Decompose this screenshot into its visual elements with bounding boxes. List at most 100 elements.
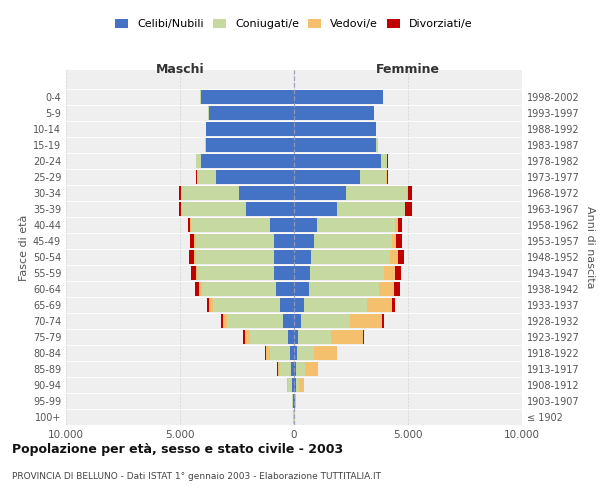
Legend: Celibi/Nubili, Coniugati/e, Vedovi/e, Divorziati/e: Celibi/Nubili, Coniugati/e, Vedovi/e, Di… bbox=[112, 15, 476, 32]
Bar bbox=[200, 90, 294, 104]
Bar bbox=[294, 154, 380, 168]
Bar bbox=[294, 202, 337, 216]
Bar bbox=[206, 122, 294, 136]
Bar bbox=[205, 138, 206, 152]
Bar bbox=[194, 234, 196, 248]
Bar bbox=[198, 266, 274, 280]
Bar bbox=[296, 378, 299, 392]
Bar bbox=[280, 362, 291, 376]
Bar bbox=[304, 298, 367, 312]
Bar bbox=[314, 346, 337, 360]
Bar bbox=[408, 186, 412, 200]
Bar bbox=[294, 138, 376, 152]
Text: Popolazione per età, sesso e stato civile - 2003: Popolazione per età, sesso e stato civil… bbox=[12, 442, 343, 456]
Bar bbox=[276, 282, 294, 296]
Bar bbox=[404, 202, 406, 216]
Bar bbox=[207, 298, 209, 312]
Bar bbox=[188, 218, 190, 232]
Bar bbox=[292, 394, 293, 408]
Text: Femmine: Femmine bbox=[376, 64, 440, 76]
Bar bbox=[274, 266, 294, 280]
Bar bbox=[217, 170, 294, 184]
Bar bbox=[337, 202, 404, 216]
Bar bbox=[407, 186, 408, 200]
Bar bbox=[294, 122, 376, 136]
Bar bbox=[295, 394, 296, 408]
Bar bbox=[350, 314, 382, 328]
Bar bbox=[265, 346, 270, 360]
Y-axis label: Fasce di età: Fasce di età bbox=[19, 214, 29, 280]
Bar bbox=[382, 314, 384, 328]
Bar bbox=[297, 346, 314, 360]
Bar bbox=[296, 362, 305, 376]
Bar bbox=[294, 394, 295, 408]
Bar bbox=[293, 394, 294, 408]
Bar bbox=[287, 330, 294, 344]
Bar bbox=[199, 282, 202, 296]
Bar bbox=[278, 362, 280, 376]
Bar bbox=[181, 186, 239, 200]
Bar bbox=[294, 378, 296, 392]
Bar bbox=[311, 250, 390, 264]
Bar bbox=[179, 202, 181, 216]
Bar bbox=[380, 154, 387, 168]
Bar bbox=[196, 250, 274, 264]
Bar bbox=[190, 234, 194, 248]
Bar bbox=[317, 218, 395, 232]
Bar bbox=[384, 266, 395, 280]
Bar bbox=[270, 346, 290, 360]
Bar bbox=[191, 266, 196, 280]
Bar bbox=[360, 170, 386, 184]
Bar bbox=[294, 346, 297, 360]
Bar bbox=[194, 282, 199, 296]
Bar bbox=[274, 234, 294, 248]
Bar bbox=[362, 330, 364, 344]
Bar bbox=[309, 282, 379, 296]
Bar bbox=[294, 362, 296, 376]
Bar bbox=[367, 298, 392, 312]
Bar bbox=[291, 362, 294, 376]
Y-axis label: Anni di nascita: Anni di nascita bbox=[585, 206, 595, 289]
Bar bbox=[190, 250, 194, 264]
Bar bbox=[310, 266, 384, 280]
Bar bbox=[294, 266, 310, 280]
Bar bbox=[290, 346, 294, 360]
Bar bbox=[392, 234, 397, 248]
Bar bbox=[395, 218, 398, 232]
Bar bbox=[346, 186, 407, 200]
Bar bbox=[246, 202, 294, 216]
Bar bbox=[294, 106, 374, 120]
Bar bbox=[239, 186, 294, 200]
Bar bbox=[270, 218, 294, 232]
Bar bbox=[212, 298, 280, 312]
Bar bbox=[244, 330, 245, 344]
Bar bbox=[305, 362, 318, 376]
Bar bbox=[292, 378, 294, 392]
Bar bbox=[181, 202, 246, 216]
Bar bbox=[379, 282, 394, 296]
Bar bbox=[394, 282, 400, 296]
Bar bbox=[196, 234, 274, 248]
Bar bbox=[221, 314, 223, 328]
Bar bbox=[202, 282, 276, 296]
Bar bbox=[223, 314, 227, 328]
Bar bbox=[376, 138, 377, 152]
Bar bbox=[294, 298, 304, 312]
Bar bbox=[206, 138, 294, 152]
Bar bbox=[314, 234, 392, 248]
Bar bbox=[294, 250, 311, 264]
Bar bbox=[227, 314, 283, 328]
Bar bbox=[191, 218, 270, 232]
Bar bbox=[197, 170, 217, 184]
Bar bbox=[395, 266, 401, 280]
Bar bbox=[196, 170, 197, 184]
Bar bbox=[294, 186, 346, 200]
Bar bbox=[299, 378, 304, 392]
Bar bbox=[294, 314, 301, 328]
Bar bbox=[398, 250, 404, 264]
Bar bbox=[294, 218, 317, 232]
Bar bbox=[294, 90, 383, 104]
Bar bbox=[200, 154, 294, 168]
Bar bbox=[294, 234, 314, 248]
Bar bbox=[274, 250, 294, 264]
